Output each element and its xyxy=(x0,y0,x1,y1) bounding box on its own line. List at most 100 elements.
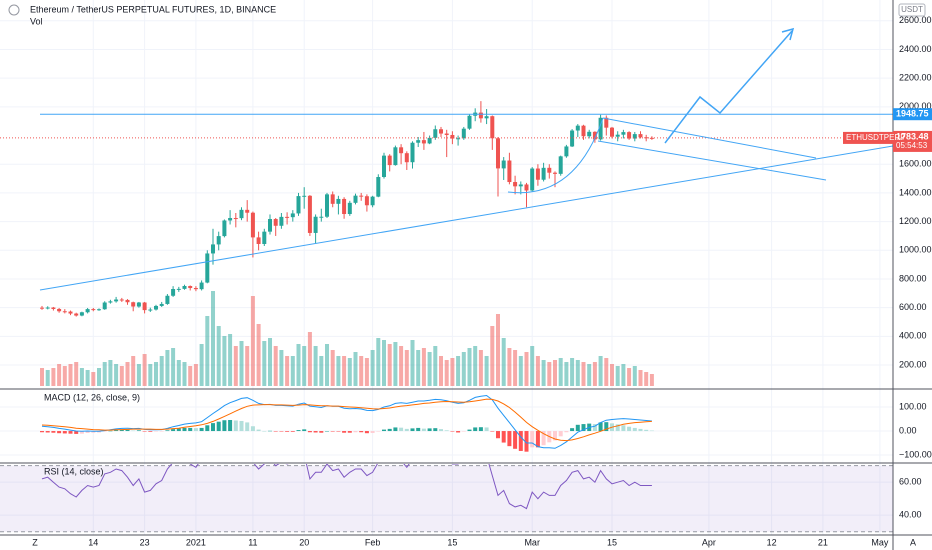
candle-body xyxy=(74,313,79,316)
volume-bar xyxy=(587,364,592,386)
candle-body xyxy=(615,134,620,137)
candle-body xyxy=(279,216,284,226)
candle-body xyxy=(444,133,449,135)
histogram-bar xyxy=(461,431,466,432)
volume-bar xyxy=(421,348,426,386)
candle-body xyxy=(547,167,552,173)
volume-bar xyxy=(478,350,483,386)
volume-bar xyxy=(359,356,364,386)
histogram-bar xyxy=(627,426,632,432)
histogram-bar xyxy=(558,431,563,437)
volume-bar xyxy=(188,366,193,386)
volume-bar xyxy=(410,340,415,386)
candle-body xyxy=(222,220,227,237)
auto-scale-button[interactable]: A xyxy=(910,537,916,547)
volume-bar xyxy=(268,338,273,386)
countdown-label: 05:54:53 xyxy=(896,141,928,150)
histogram-bar xyxy=(456,431,461,433)
candle-body xyxy=(285,216,290,218)
candle-body xyxy=(552,172,557,174)
histogram-bar xyxy=(467,429,472,432)
level-label: 1948.75 xyxy=(896,109,929,119)
candle-body xyxy=(450,134,455,139)
histogram-bar xyxy=(85,431,90,433)
histogram-bar xyxy=(182,427,187,432)
volume-bar xyxy=(450,358,455,386)
histogram-bar xyxy=(433,428,438,432)
candle-body xyxy=(125,299,130,303)
arrow-head xyxy=(781,27,795,41)
histogram-bar xyxy=(216,421,221,432)
volume-bar xyxy=(547,362,552,386)
histogram-bar xyxy=(473,427,478,432)
volume-bar xyxy=(176,360,181,386)
trend-line[interactable] xyxy=(39,145,894,291)
channel-line[interactable] xyxy=(602,117,817,159)
histogram-bar xyxy=(484,427,489,432)
volume-bar xyxy=(302,346,307,386)
y-tick-label: 0.00 xyxy=(899,425,917,435)
volume-bar xyxy=(427,352,432,386)
candle-body xyxy=(342,198,347,215)
candle-body xyxy=(313,216,318,233)
histogram-bar xyxy=(427,428,432,432)
histogram-bar xyxy=(313,431,318,433)
zoom-button[interactable]: Z xyxy=(32,537,38,547)
channel-line[interactable] xyxy=(597,140,827,181)
histogram-bar xyxy=(131,430,136,432)
candle-body xyxy=(131,302,136,307)
candle-body xyxy=(644,137,649,139)
volume-bar xyxy=(85,370,90,386)
volume-bar xyxy=(592,362,597,386)
volume-bar xyxy=(382,340,387,386)
candle-body xyxy=(558,156,563,174)
histogram-bar xyxy=(393,427,398,432)
volume-bar xyxy=(627,368,632,386)
x-tick-label: 20 xyxy=(299,537,309,547)
candle-body xyxy=(57,308,62,312)
volume-bar xyxy=(193,364,198,386)
volume-bar xyxy=(495,314,500,386)
y-tick-label: 2200.00 xyxy=(899,73,932,83)
histogram-bar xyxy=(638,428,643,432)
rsi-line xyxy=(41,464,652,510)
volume-bar xyxy=(632,366,637,386)
volume-bar xyxy=(102,362,107,386)
histogram-bar xyxy=(188,427,193,432)
candle-body xyxy=(199,282,204,290)
volume-bar xyxy=(199,344,204,386)
x-tick-label: Feb xyxy=(365,537,381,547)
histogram-bar xyxy=(68,431,73,434)
candle-body xyxy=(370,196,375,206)
volume-bar xyxy=(119,366,124,386)
histogram-bar xyxy=(159,431,164,432)
forecast-arrow[interactable] xyxy=(664,30,793,144)
volume-bar xyxy=(621,364,626,386)
volume-bar xyxy=(387,344,392,386)
volume-bar xyxy=(290,356,295,386)
volume-bar xyxy=(154,362,159,386)
histogram-bar xyxy=(193,428,198,432)
histogram-bar xyxy=(592,424,597,432)
currency-box[interactable] xyxy=(898,3,926,17)
chart-title: Ethereum / TetherUS PERPETUAL FUTURES, 1… xyxy=(30,4,276,14)
histogram-bar xyxy=(256,429,261,432)
candle-body xyxy=(188,286,193,289)
candle-body xyxy=(461,128,466,139)
volume-bar xyxy=(535,356,540,386)
last-price-label: 1783.48 xyxy=(896,131,929,141)
volume-bar xyxy=(114,364,119,386)
histogram-bar xyxy=(148,431,153,432)
candle-body xyxy=(478,112,483,119)
candle-body xyxy=(211,244,216,254)
x-tick-label: 23 xyxy=(140,537,150,547)
volume-bar xyxy=(404,350,409,386)
volume-bar xyxy=(336,356,341,386)
cup-curve[interactable] xyxy=(507,117,604,194)
histogram-bar xyxy=(530,431,535,448)
histogram-bar xyxy=(62,431,67,434)
volume-label: Vol xyxy=(30,16,43,26)
histogram-bar xyxy=(438,429,443,432)
grid-layer xyxy=(0,0,893,535)
symbol-icon[interactable] xyxy=(8,4,20,16)
